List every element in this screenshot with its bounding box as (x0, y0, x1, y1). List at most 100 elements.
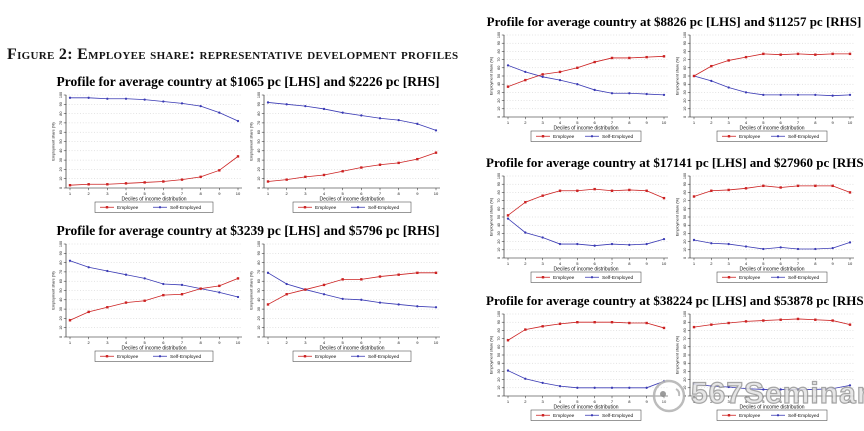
x-tick-label: 4 (745, 261, 748, 266)
x-tick-label: 5 (762, 120, 765, 125)
y-tick-label: 20 (59, 316, 63, 320)
y-tick-label: 100 (257, 92, 261, 98)
x-tick-label: 7 (611, 261, 614, 266)
y-tick-label: 90 (497, 320, 501, 324)
y-tick-label: 80 (497, 328, 501, 332)
series-employee (692, 52, 852, 78)
x-tick-label: 10 (662, 261, 667, 266)
y-axis-label: Employment share (%) (52, 271, 56, 310)
x-tick-label: 10 (848, 120, 853, 125)
x-tick-label: 4 (559, 399, 562, 404)
series-self-employed (68, 96, 240, 123)
x-tick-label: 8 (398, 340, 401, 345)
y-tick-label: 30 (59, 307, 63, 311)
x-tick-label: 3 (728, 399, 731, 404)
x-tick-label: 5 (576, 399, 579, 404)
y-tick-label: 0 (497, 257, 501, 259)
x-tick-label: 7 (181, 191, 184, 196)
x-axis-label: Deciles of income distribution (553, 405, 618, 411)
y-tick-label: 60 (257, 279, 261, 283)
series-self-employed (266, 271, 438, 309)
x-tick-label: 3 (728, 261, 731, 266)
x-tick-label: 9 (832, 399, 835, 404)
charts-row: 0 10 20 30 40 50 60 70 80 90 100 1 2 3 4 5 6 7 8 9 10 Deciles… (486, 172, 862, 288)
x-tick-label: 8 (200, 191, 203, 196)
profile-chart-group2-lhs: 0 10 20 30 40 50 60 70 80 90 100 1 2 3 4 5 6 7 8 9 10 Deciles… (52, 241, 242, 362)
chart-group-title: Profile for average country at $1065 pc … (56, 74, 440, 89)
y-tick-label: 60 (59, 279, 63, 283)
x-tick-label: 9 (832, 120, 835, 125)
y-tick-label: 50 (497, 353, 501, 357)
y-tick-label: 80 (683, 328, 687, 332)
x-tick-label: 7 (611, 120, 614, 125)
x-tick-label: 3 (542, 261, 545, 266)
y-tick-label: 40 (257, 298, 261, 302)
y-tick-label: 60 (683, 207, 687, 211)
series-self-employed (506, 217, 666, 247)
y-tick-label: 0 (59, 336, 63, 338)
chart-group-title: Profile for average country at $17141 pc… (486, 155, 864, 170)
x-tick-label: 5 (144, 191, 147, 196)
y-tick-label: 10 (497, 248, 501, 252)
x-tick-label: 9 (416, 191, 419, 196)
y-tick-label: 70 (497, 198, 501, 202)
y-axis-label: Employment share (%) (676, 197, 680, 236)
x-tick-label: 6 (780, 261, 783, 266)
profile-chart-group3-rhs: 0 10 20 30 40 50 60 70 80 90 100 1 2 3 4 5 6 7 8 9 10 Deciles… (676, 32, 854, 142)
y-tick-label: 40 (683, 361, 687, 365)
y-tick-label: 70 (59, 270, 63, 274)
profile-chart-group4-rhs: 0 10 20 30 40 50 60 70 80 90 100 1 2 3 4 5 6 7 8 9 10 Deciles… (676, 173, 854, 283)
x-tick-label: 8 (814, 120, 817, 125)
y-tick-label: 60 (683, 345, 687, 349)
y-tick-label: 100 (497, 32, 501, 38)
y-axis-label: Employment share (%) (676, 56, 680, 95)
y-tick-label: 40 (683, 223, 687, 227)
y-tick-label: 50 (257, 288, 261, 292)
x-tick-label: 2 (524, 261, 527, 266)
x-tick-label: 5 (144, 340, 147, 345)
series-employee (506, 187, 666, 217)
y-tick-label: 80 (59, 111, 63, 115)
y-axis-label: Employment share (%) (490, 56, 494, 95)
charts-row: 0 10 20 30 40 50 60 70 80 90 100 1 2 3 4 5 6 7 8 9 10 Deciles… (40, 91, 456, 218)
x-tick-label: 1 (507, 399, 510, 404)
legend: Employee Self-Employed (716, 409, 828, 421)
x-tick-label: 8 (628, 261, 631, 266)
x-tick-label: 2 (286, 340, 289, 345)
y-tick-label: 20 (497, 98, 501, 102)
x-tick-label: 9 (832, 261, 835, 266)
x-tick-label: 6 (780, 120, 783, 125)
series-employee (266, 271, 438, 306)
axes (263, 244, 440, 338)
x-tick-label: 4 (559, 261, 562, 266)
legend-label-self-employed: Self-Employed (788, 413, 820, 419)
figure-caption: Figure 2: Employee share: representative… (7, 46, 459, 63)
x-tick-label: 1 (693, 399, 696, 404)
x-tick-label: 3 (728, 120, 731, 125)
legend-label-self-employed: Self-Employed (368, 205, 400, 211)
y-tick-label: 20 (683, 239, 687, 243)
y-tick-label: 70 (683, 336, 687, 340)
x-tick-label: 9 (646, 399, 649, 404)
x-tick-label: 5 (342, 340, 345, 345)
x-tick-label: 7 (797, 261, 800, 266)
x-axis-label: Deciles of income distribution (739, 405, 804, 411)
x-tick-label: 7 (379, 340, 382, 345)
x-tick-label: 1 (693, 261, 696, 266)
series-self-employed (692, 382, 852, 391)
y-tick-label: 10 (257, 326, 261, 330)
legend-label-employee: Employee (553, 275, 575, 281)
legend-label-self-employed: Self-Employed (170, 354, 202, 360)
y-tick-label: 30 (497, 90, 501, 94)
profile-chart-group1-rhs: 0 10 20 30 40 50 60 70 80 90 100 1 2 3 4 5 6 7 8 9 10 Deciles… (250, 92, 440, 213)
y-tick-label: 90 (59, 251, 63, 255)
y-tick-label: 80 (497, 190, 501, 194)
y-tick-label: 40 (497, 223, 501, 227)
y-tick-label: 20 (257, 167, 261, 171)
x-tick-label: 10 (662, 399, 667, 404)
y-tick-label: 0 (59, 187, 63, 189)
y-tick-label: 80 (257, 260, 261, 264)
x-tick-label: 10 (662, 120, 667, 125)
y-tick-label: 30 (683, 90, 687, 94)
